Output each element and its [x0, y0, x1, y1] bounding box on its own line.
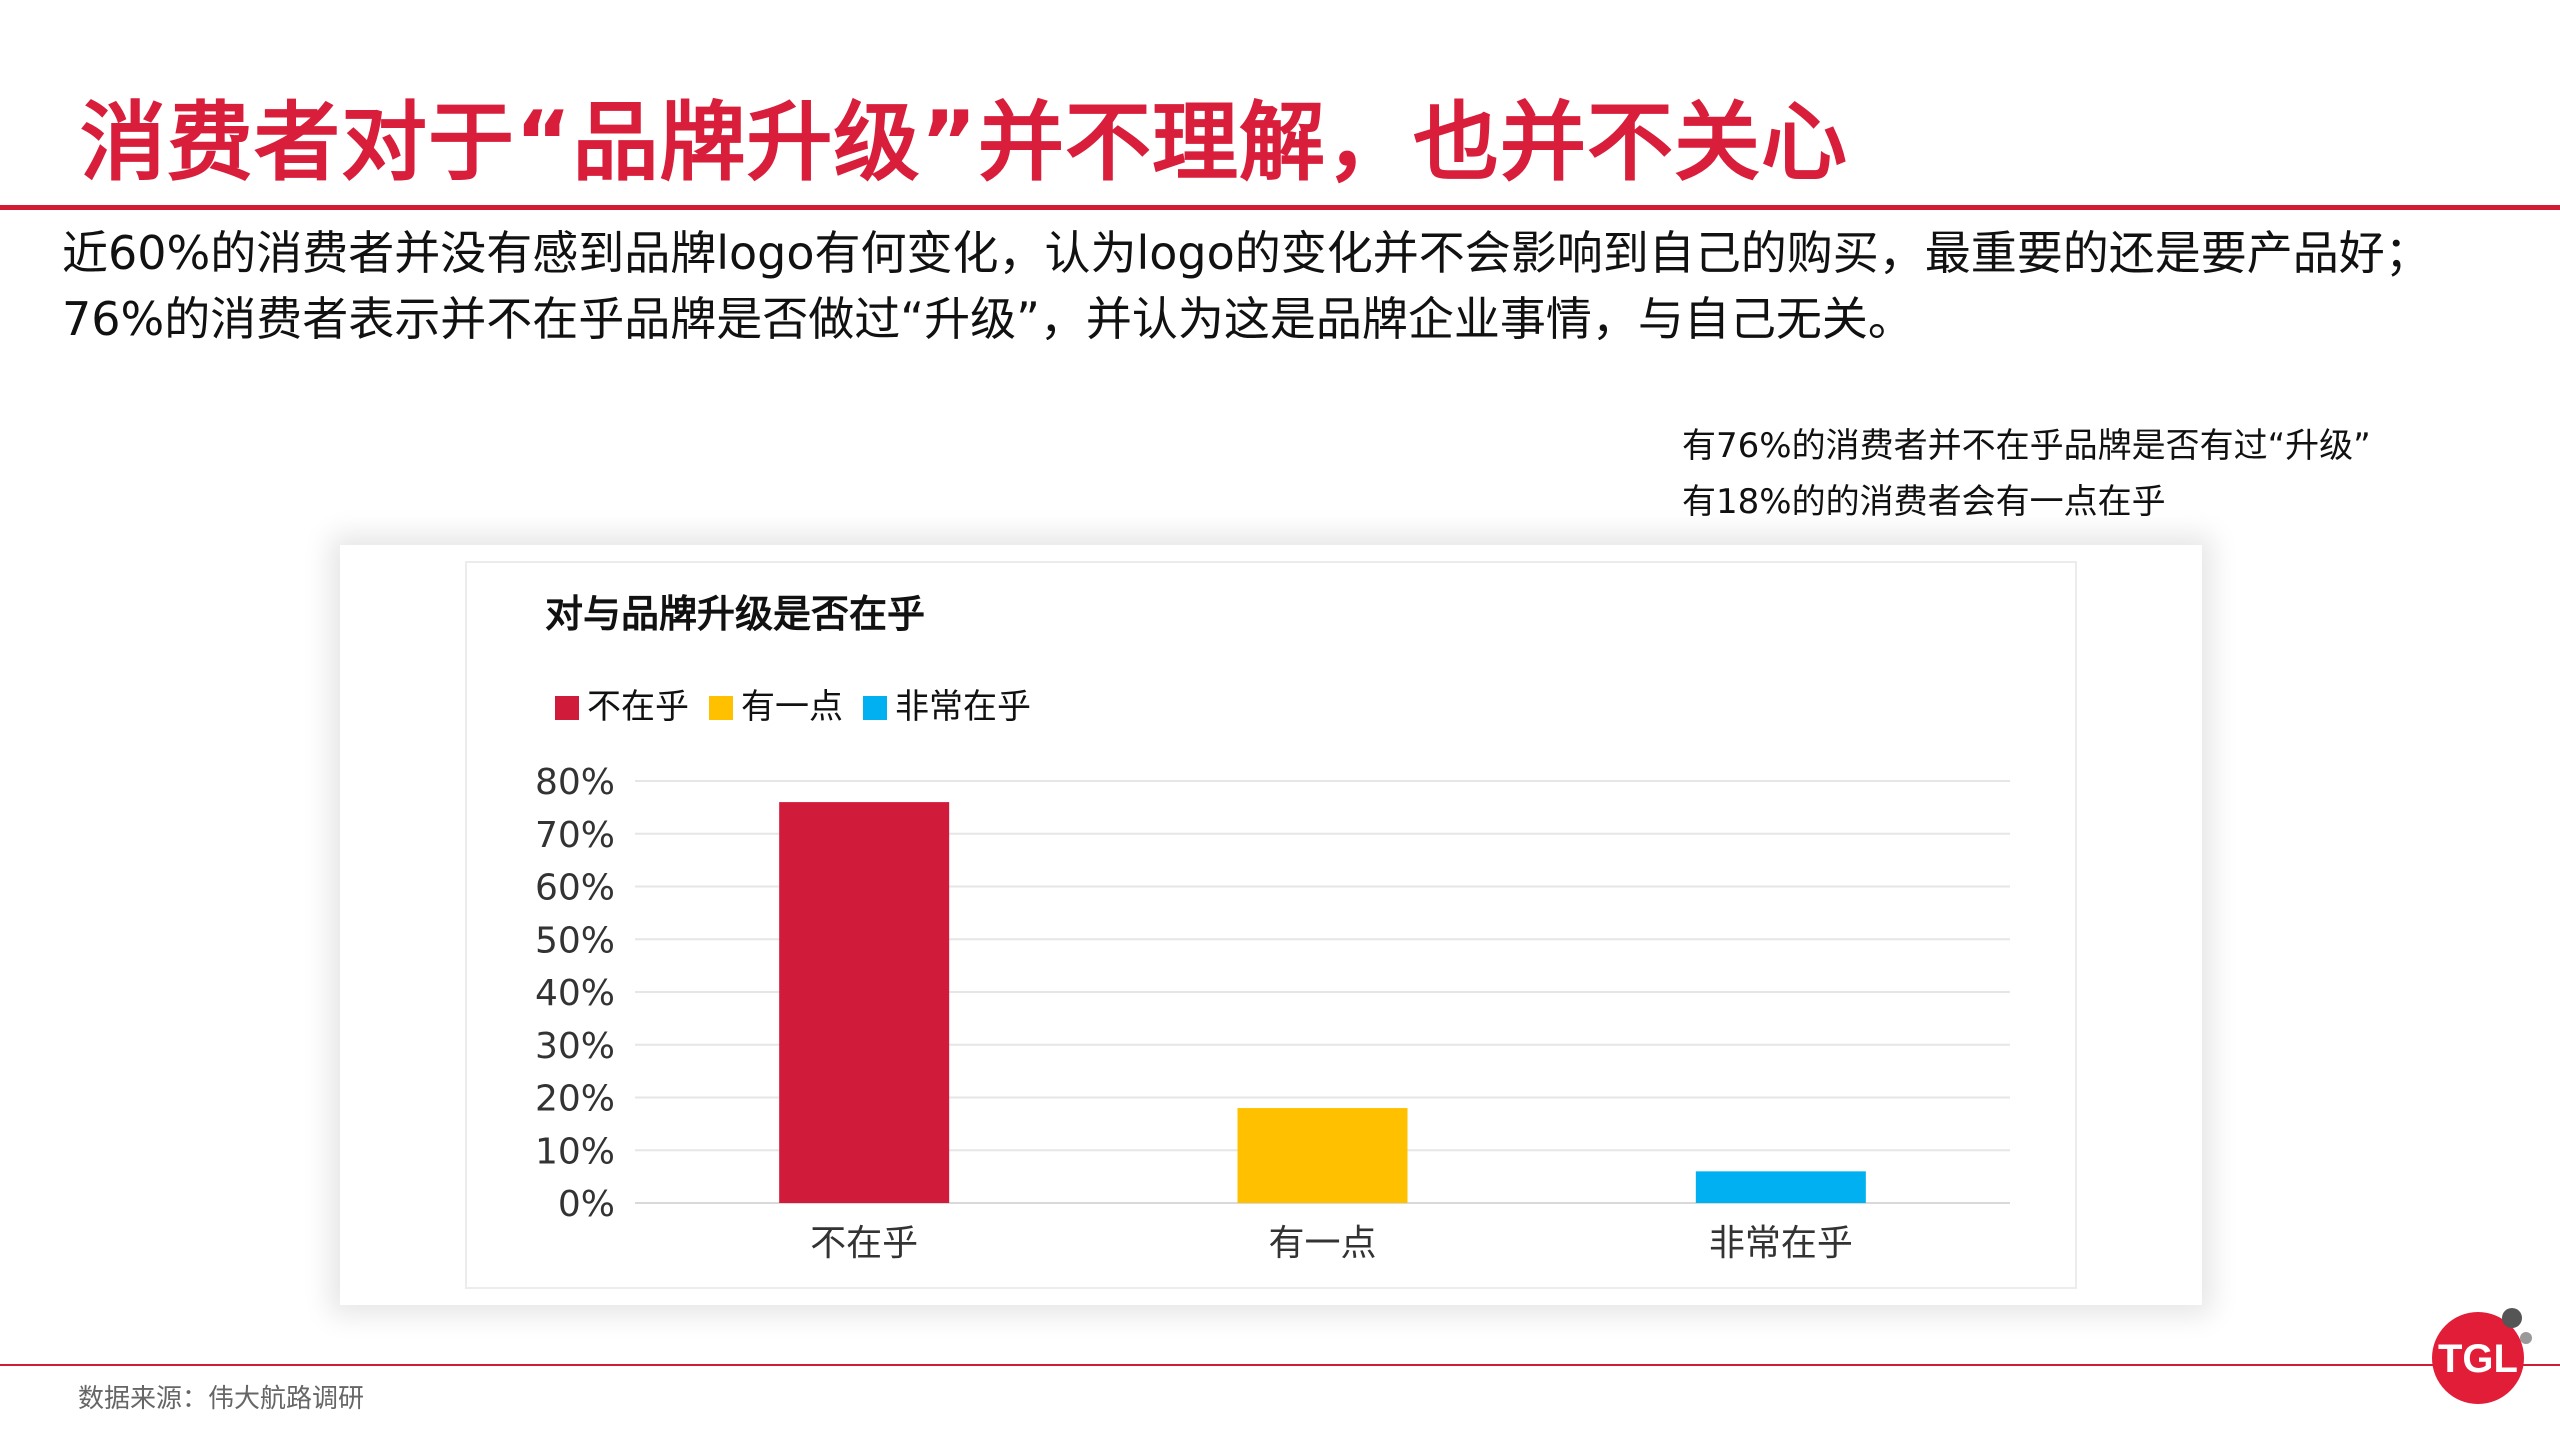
y-tick-label: 60%: [535, 868, 615, 909]
y-tick-label: 80%: [535, 762, 615, 803]
x-tick-label: 非常在乎: [1709, 1223, 1853, 1264]
legend-label-2: 非常在乎: [895, 687, 1031, 727]
y-tick-label: 50%: [535, 920, 615, 961]
y-tick-label: 70%: [535, 815, 615, 856]
chart-legend: 不在乎 有一点 非常在乎: [555, 687, 1031, 727]
chart-notes: 有76%的消费者并不在乎品牌是否有过“升级” 有18%的的消费者会有一点在乎: [1682, 418, 2371, 530]
bar-chart: 对与品牌升级是否在乎 不在乎 有一点 非常在乎 0%10%20%30%40%50%6…: [340, 545, 2202, 1305]
note-line-2: 有18%的的消费者会有一点在乎: [1682, 474, 2371, 530]
bar-2: [1696, 1171, 1866, 1203]
chart-card: 对与品牌升级是否在乎 不在乎 有一点 非常在乎 0% 10% 20% 30% 40% 50% 6…: [340, 545, 2202, 1305]
legend-swatch-2: [863, 696, 887, 720]
legend-label-1: 有一点: [741, 687, 843, 727]
intro-paragraph: 近60%的消费者并没有感到品牌logo有何变化，认为logo的变化并不会影响到自…: [62, 220, 2502, 352]
bar-0: [779, 802, 949, 1203]
footer-divider: [0, 1364, 2560, 1366]
legend-label-0: 不在乎: [587, 687, 689, 727]
y-tick-label: 0%: [558, 1184, 615, 1225]
title-divider: [0, 205, 2560, 210]
y-tick-label: 40%: [535, 973, 615, 1014]
x-tick-label: 有一点: [1268, 1223, 1376, 1264]
data-source: 数据来源：伟大航路调研: [78, 1378, 364, 1415]
page-title: 消费者对于“品牌升级”并不理解，也并不关心: [80, 88, 1848, 198]
y-axis-ticks: 0% 10% 20% 30% 40% 50% 60% 70% 80%: [535, 762, 615, 1225]
y-tick-label: 30%: [535, 1026, 615, 1067]
logo-text: TGL: [2438, 1337, 2518, 1381]
note-line-1: 有76%的消费者并不在乎品牌是否有过“升级”: [1682, 418, 2371, 474]
x-axis-ticks: 不在乎 有一点 非常在乎: [810, 1223, 1853, 1264]
tgl-logo: TGL: [2420, 1300, 2550, 1410]
chart-bars: [779, 802, 1866, 1203]
legend-swatch-1: [709, 696, 733, 720]
legend-swatch-0: [555, 696, 579, 720]
x-tick-label: 不在乎: [810, 1223, 918, 1264]
y-tick-label: 20%: [535, 1079, 615, 1120]
chart-title: 对与品牌升级是否在乎: [545, 592, 925, 636]
bar-1: [1238, 1108, 1408, 1203]
y-tick-label: 10%: [535, 1131, 615, 1172]
